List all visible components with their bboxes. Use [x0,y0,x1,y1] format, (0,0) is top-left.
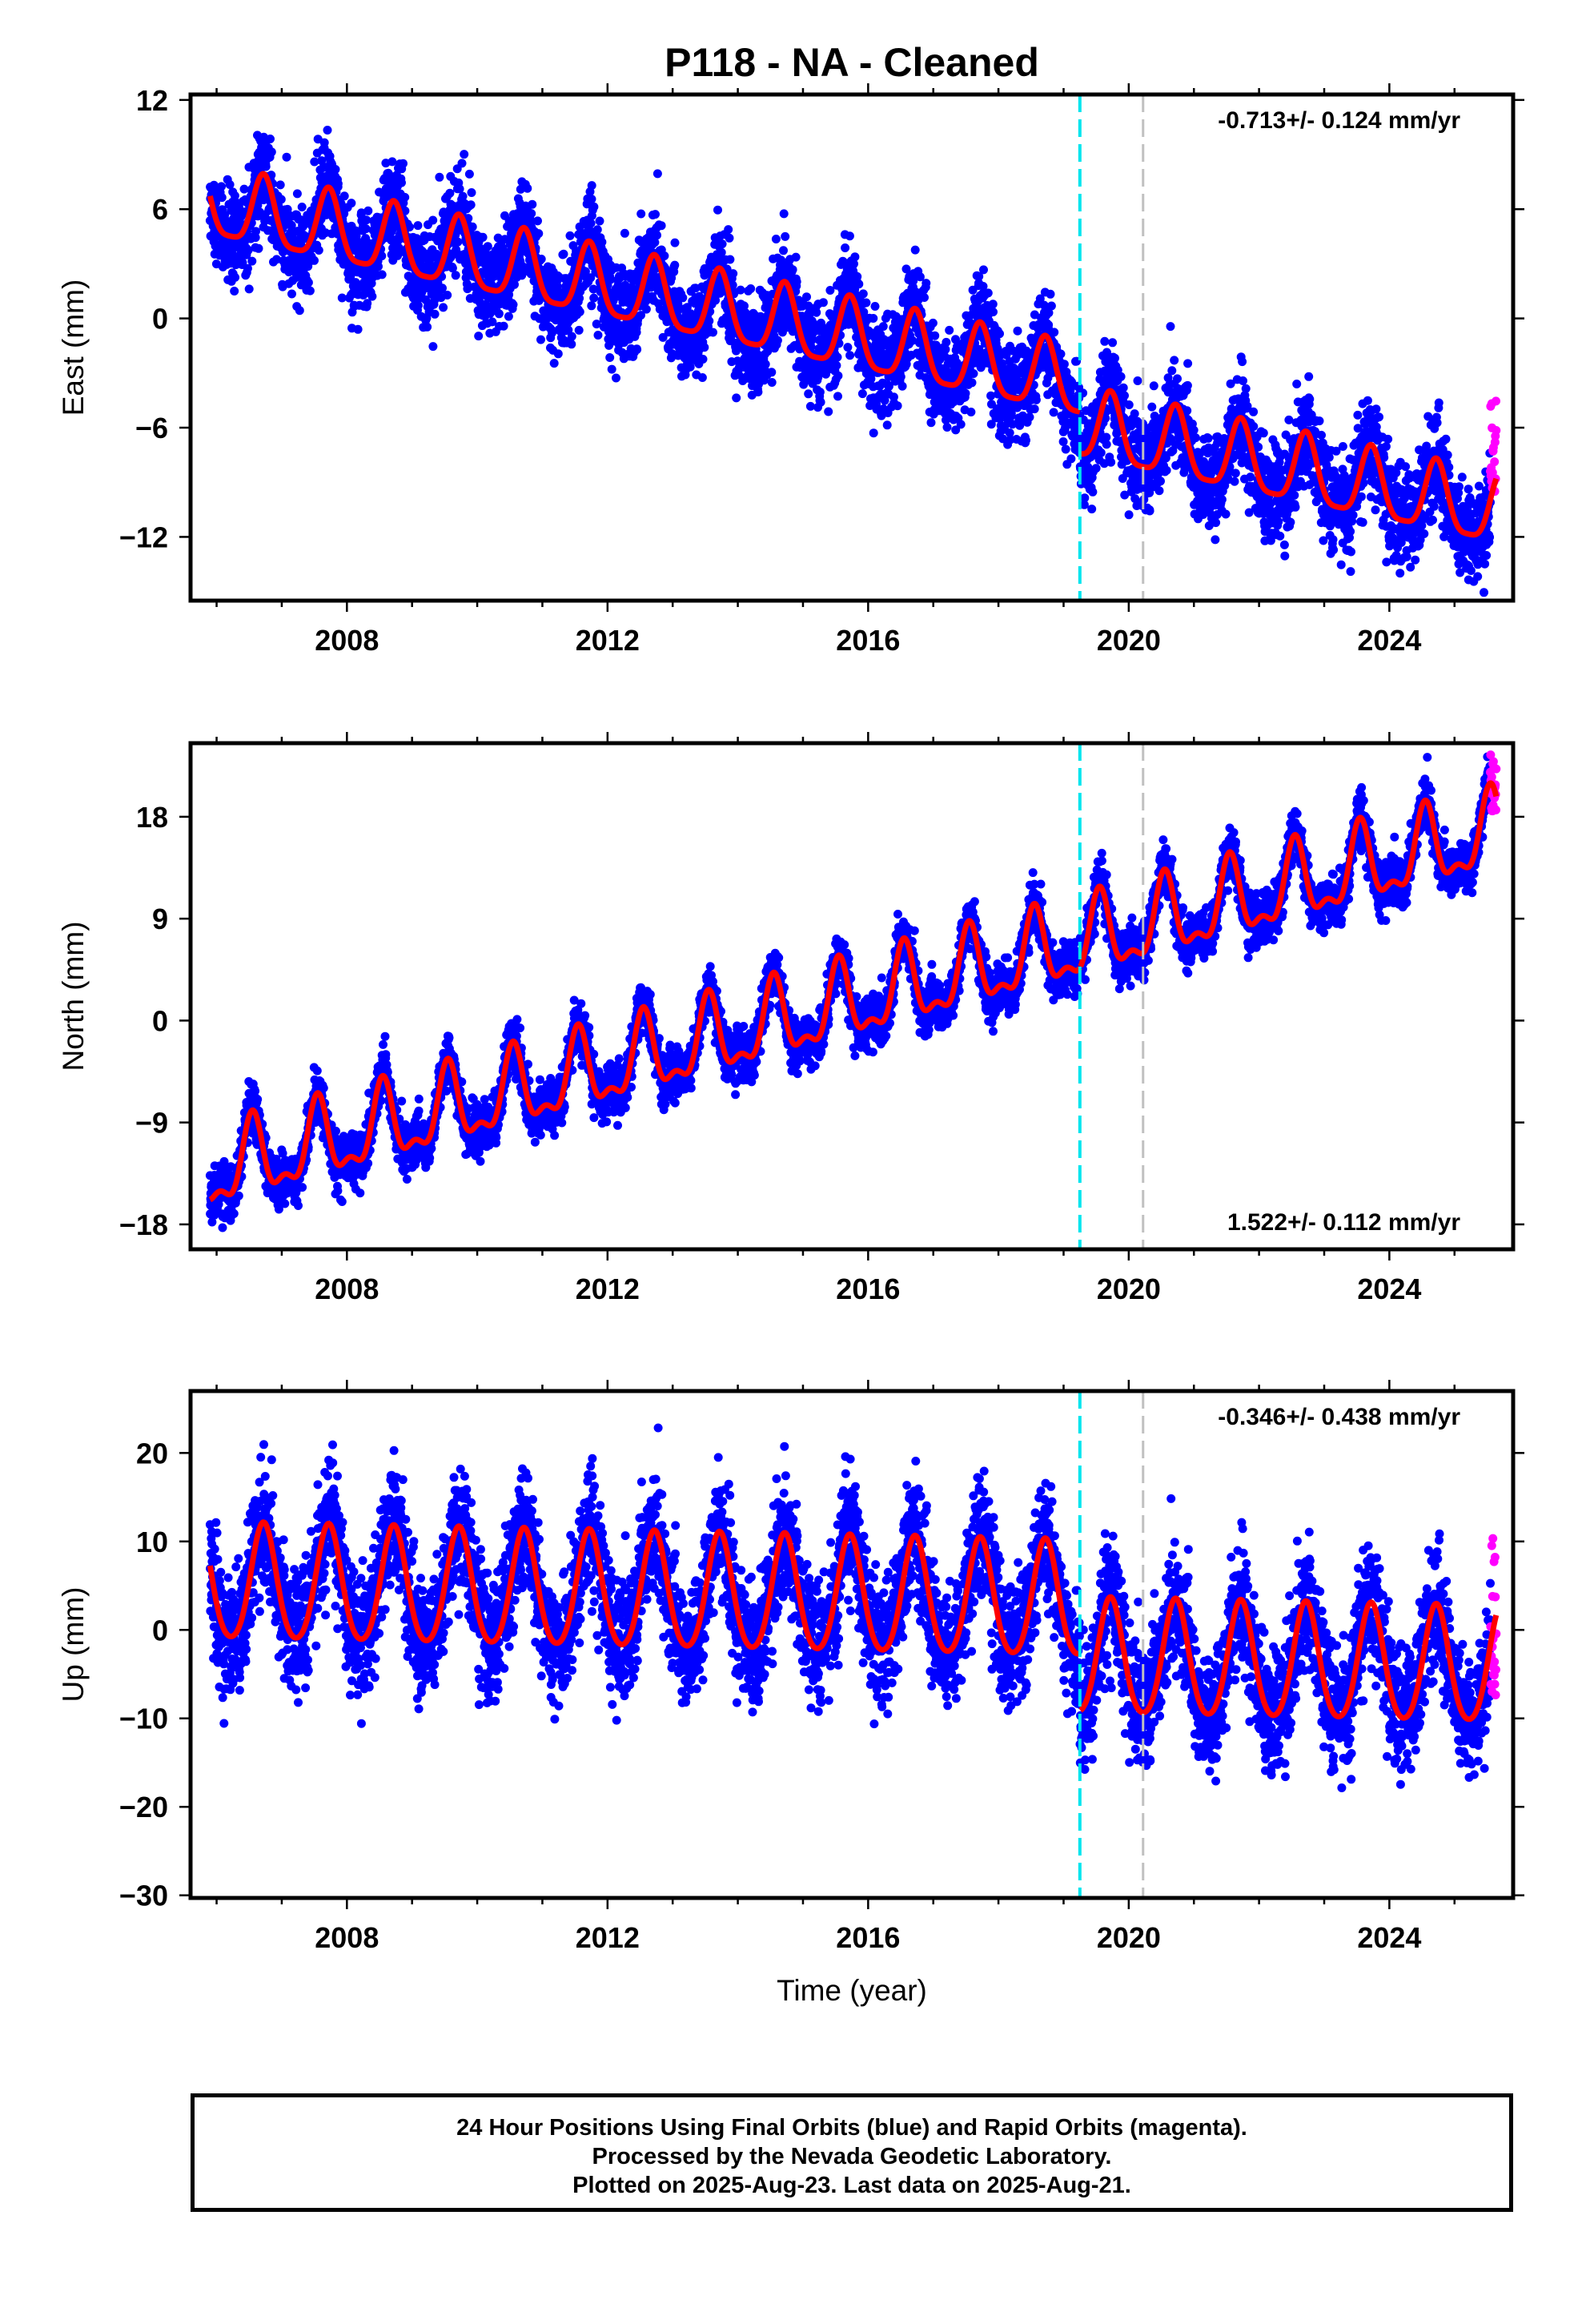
panel-frame [188,92,1516,603]
panel-frame [188,741,1516,1252]
y-tick-label: −18 [119,1208,168,1241]
x-tick-label: 2008 [315,1921,379,1954]
final-orbit-points [205,126,1495,597]
rapid-orbit-point [1490,1553,1500,1562]
y-tick-label: −10 [119,1703,168,1735]
x-tick-label: 2008 [315,624,379,657]
plot-area [205,750,1501,1232]
x-tick-label: 2012 [576,624,640,657]
y-tick-label: 10 [136,1526,168,1558]
model-fit-line [207,171,1500,538]
y-axis-label: East (mm) [57,279,90,416]
rapid-orbit-point [1490,457,1500,467]
footer-note-box: 24 Hour Positions Using Final Orbits (bl… [191,2093,1513,2212]
y-tick-label: 0 [152,303,168,336]
chart-title: P118 - NA - Cleaned [665,40,1039,85]
rate-label: 1.522+/- 0.112 mm/yr [1227,1209,1460,1236]
footer-line-2: Processed by the Nevada Geodetic Laborat… [592,2144,1112,2169]
plot-area [205,1423,1501,1792]
x-tick-label: 2016 [836,1921,900,1954]
rapid-orbit-point [1486,750,1496,760]
y-tick-label: 12 [136,84,168,117]
y-tick-label: 18 [136,801,168,834]
x-tick-label: 2024 [1357,1921,1421,1954]
panel-frame [188,1389,1516,1900]
rapid-orbit-point [1490,1679,1500,1689]
y-axis-label: North (mm) [57,921,90,1071]
y-tick-label: 0 [152,1614,168,1647]
x-tick-label: 2024 [1357,1273,1421,1305]
rapid-orbit-point [1492,426,1501,435]
y-tick-label: 9 [152,903,168,935]
rapid-orbit-point [1488,757,1498,766]
rapid-orbit-point [1491,1592,1500,1602]
x-tick-label: 2016 [836,624,900,657]
y-tick-label: −20 [119,1791,168,1823]
y-tick-label: −30 [119,1880,168,1912]
rapid-orbit-point [1488,1534,1498,1543]
footer-line-1: 24 Hour Positions Using Final Orbits (bl… [456,2115,1247,2141]
model-fit-line [207,1519,1500,1723]
x-axis-label: Time (year) [777,1974,927,2007]
x-tick-label: 2020 [1097,624,1161,657]
final-orbit-points [205,1423,1495,1792]
rate-label: -0.346+/- 0.438 mm/yr [1218,1404,1460,1430]
rapid-orbit-point [1492,764,1501,774]
x-tick-label: 2016 [836,1273,900,1305]
rapid-orbit-point [1492,1665,1500,1675]
rapid-orbit-point [1487,1541,1496,1550]
model-fit-line [207,780,1500,1203]
x-tick-label: 2020 [1097,1921,1161,1954]
y-tick-label: −12 [119,521,168,553]
rapid-orbit-point [1487,772,1496,782]
panel-up: 2008 2012 2016 2020 2024 20 10 0 −10 −20 −30 Up (mm… [57,1380,1524,1954]
x-tick-label: 2020 [1097,1273,1161,1305]
y-axis-label: Up (mm) [57,1587,90,1703]
panel-east: 2008 2012 2016 2020 2024 12 6 0 −6 −12 East (mm) -0… [57,83,1524,657]
y-tick-label: −6 [135,412,168,444]
y-tick-label: −9 [135,1107,168,1140]
panels: 2008 2012 2016 2020 2024 12 6 0 −6 −12 East (mm) -0… [57,83,1524,1954]
panel-north: 2008 2012 2016 2020 2024 18 9 0 −9 −18 North (mm) 1… [57,732,1524,1305]
x-tick-label: 2012 [576,1921,640,1954]
rapid-orbit-point [1492,396,1500,406]
rapid-orbit-point [1490,1657,1500,1667]
y-tick-label: 6 [152,193,168,226]
y-tick-label: 20 [136,1437,168,1470]
x-tick-label: 2024 [1357,624,1421,657]
rate-label: -0.713+/- 0.124 mm/yr [1218,107,1460,134]
x-tick-label: 2008 [315,1273,379,1305]
footer-line-3: Plotted on 2025-Aug-23. Last data on 202… [572,2173,1131,2198]
rapid-orbit-point [1492,805,1500,814]
x-tick-label: 2012 [576,1273,640,1305]
y-tick-label: 0 [152,1004,168,1037]
rapid-orbit-point [1491,1691,1500,1699]
plot-area [205,126,1501,597]
